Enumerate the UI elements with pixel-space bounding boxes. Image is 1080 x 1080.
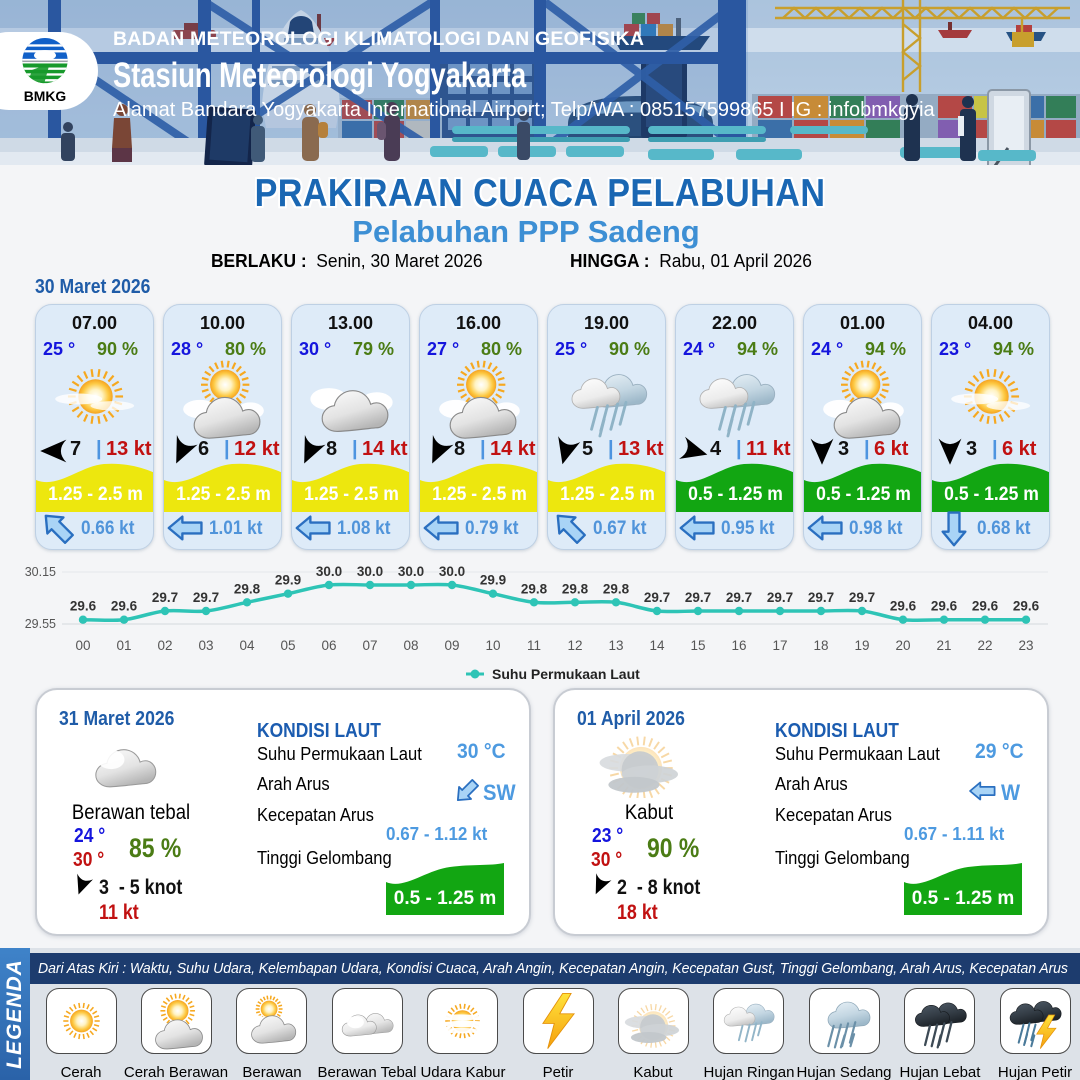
svg-text:20: 20: [895, 638, 910, 653]
svg-text:15: 15: [690, 638, 705, 653]
svg-text:29.7: 29.7: [644, 590, 670, 605]
svg-text:30.0: 30.0: [398, 564, 424, 579]
svg-text:09: 09: [444, 638, 459, 653]
svg-text:21: 21: [936, 638, 951, 653]
svg-text:30.0: 30.0: [316, 564, 342, 579]
svg-text:12: 12: [567, 638, 582, 653]
svg-text:30.0: 30.0: [439, 564, 465, 579]
svg-text:29.6: 29.6: [972, 599, 999, 614]
svg-text:29.6: 29.6: [70, 599, 97, 614]
svg-text:23: 23: [1018, 638, 1033, 653]
svg-text:29.7: 29.7: [685, 590, 711, 605]
svg-text:07: 07: [362, 638, 377, 653]
svg-text:18: 18: [813, 638, 828, 653]
svg-text:11: 11: [527, 638, 541, 653]
svg-text:Suhu Permukaan Laut: Suhu Permukaan Laut: [492, 666, 640, 682]
svg-text:10: 10: [485, 638, 500, 653]
svg-text:04: 04: [239, 638, 255, 653]
svg-text:03: 03: [198, 638, 213, 653]
svg-text:17: 17: [772, 638, 787, 653]
svg-text:29.55: 29.55: [25, 617, 56, 631]
svg-text:22: 22: [977, 638, 992, 653]
svg-text:29.7: 29.7: [767, 590, 793, 605]
svg-text:29.8: 29.8: [234, 581, 261, 596]
svg-text:29.7: 29.7: [152, 590, 178, 605]
svg-text:29.6: 29.6: [111, 599, 138, 614]
svg-text:14: 14: [649, 638, 665, 653]
svg-text:29.7: 29.7: [726, 590, 752, 605]
svg-text:30.0: 30.0: [357, 564, 383, 579]
svg-text:01: 01: [116, 638, 131, 653]
svg-text:29.8: 29.8: [562, 581, 589, 596]
svg-text:29.8: 29.8: [521, 581, 548, 596]
svg-text:13: 13: [608, 638, 623, 653]
svg-text:30.15: 30.15: [25, 565, 56, 579]
svg-text:29.8: 29.8: [603, 581, 630, 596]
svg-text:19: 19: [854, 638, 869, 653]
svg-text:08: 08: [403, 638, 418, 653]
svg-text:16: 16: [731, 638, 746, 653]
svg-text:29.6: 29.6: [1013, 599, 1040, 614]
svg-text:29.7: 29.7: [808, 590, 834, 605]
svg-text:29.6: 29.6: [890, 599, 917, 614]
svg-text:29.9: 29.9: [480, 573, 506, 588]
svg-text:29.6: 29.6: [931, 599, 958, 614]
svg-text:29.9: 29.9: [275, 573, 301, 588]
svg-text:06: 06: [321, 638, 336, 653]
svg-text:BMKG: BMKG: [24, 88, 67, 104]
svg-text:05: 05: [280, 638, 295, 653]
svg-text:29.7: 29.7: [193, 590, 219, 605]
svg-text:02: 02: [157, 638, 172, 653]
svg-text:29.7: 29.7: [849, 590, 875, 605]
svg-text:00: 00: [75, 638, 90, 653]
